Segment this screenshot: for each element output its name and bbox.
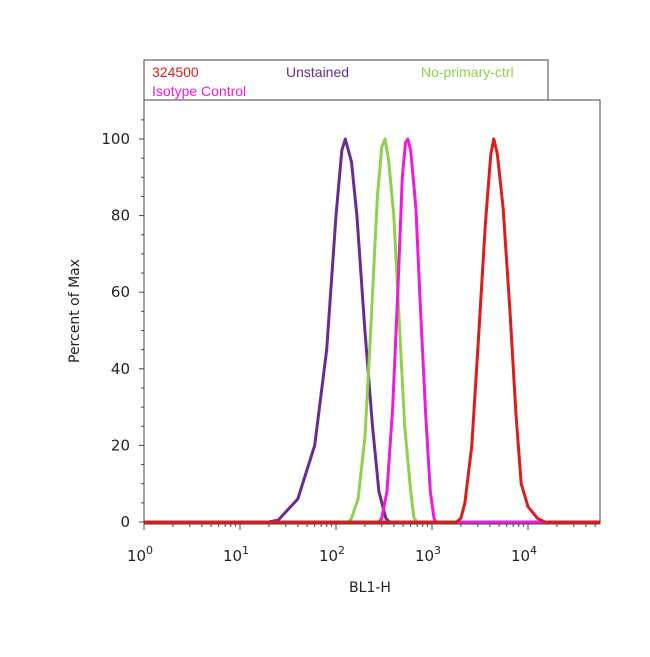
y-tick-label: 0 — [120, 513, 130, 531]
x-tick-label: 104 — [511, 544, 537, 565]
y-tick-label: 60 — [111, 283, 130, 301]
x-tick-label: 102 — [319, 544, 345, 565]
x-tick-base: 10 — [511, 547, 530, 565]
series-line-324500 — [144, 137, 600, 524]
x-tick-base: 10 — [223, 547, 242, 565]
x-tick-exponent: 3 — [434, 544, 441, 557]
y-tick-label: 40 — [111, 360, 130, 378]
legend-item-324500: 324500 — [152, 64, 199, 80]
y-tick-label: 100 — [101, 130, 130, 148]
y-tick-label: 80 — [111, 207, 130, 225]
y-axis-title: Percent of Max — [67, 259, 83, 363]
x-tick-base: 10 — [127, 547, 146, 565]
legend-item-unstained: Unstained — [286, 64, 349, 80]
x-tick-exponent: 2 — [338, 544, 345, 557]
series-line-unstained — [144, 137, 600, 524]
y-tick-label: 20 — [111, 436, 130, 454]
legend-item-isotype-control: Isotype Control — [152, 83, 246, 99]
x-tick-label: 103 — [415, 544, 441, 565]
x-axis-title: BL1-H — [349, 580, 391, 596]
x-tick-label: 101 — [223, 544, 249, 565]
legend-item-no-primary-ctrl: No-primary-ctrl — [421, 64, 514, 80]
series-line-isotype-control — [144, 137, 600, 524]
plot-frame — [143, 99, 601, 525]
x-tick-exponent: 4 — [530, 544, 537, 557]
series-line-no-primary-ctrl — [144, 137, 600, 524]
x-tick-base: 10 — [415, 547, 434, 565]
x-tick-exponent: 0 — [146, 544, 153, 557]
series-layer — [144, 137, 600, 524]
x-tick-exponent: 1 — [242, 544, 249, 557]
x-tick-base: 10 — [319, 547, 338, 565]
x-tick-label: 100 — [127, 544, 153, 565]
legend-box — [143, 59, 549, 101]
